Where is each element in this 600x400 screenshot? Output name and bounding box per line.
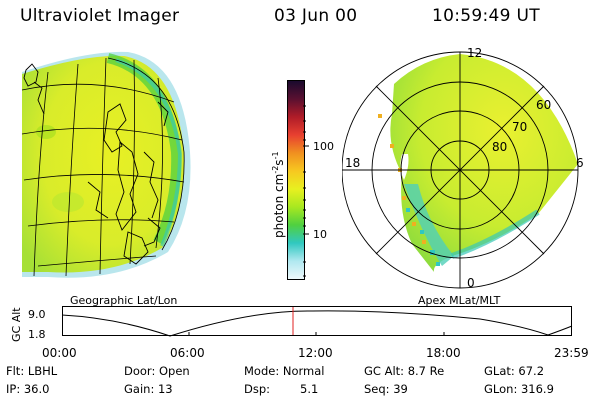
mlat-label-70: 70 [512, 120, 528, 134]
time-tick-1800: 18:00 [426, 346, 461, 360]
glat-info: GLat: 67.2 [484, 364, 545, 378]
mlt-label-0: 0 [467, 276, 475, 290]
instrument-title: Ultraviolet Imager [20, 6, 180, 26]
altitude-ylabel: GC Alt [10, 307, 23, 342]
colorbar-tick-10: 10 [313, 228, 327, 241]
mlt-label-12: 12 [467, 46, 483, 60]
mlat-label-80: 80 [492, 140, 508, 154]
glon-info: GLon: 316.9 [484, 382, 554, 396]
color-bar-ticks [303, 105, 309, 277]
time-tick-0600: 06:00 [170, 346, 205, 360]
dsp-label: Dsp: [244, 382, 271, 396]
mode-info: Mode: Normal [244, 364, 325, 378]
color-bar [287, 80, 305, 280]
apex-panel-title: Apex MLat/MLT [418, 294, 501, 307]
mlt-label-18: 18 [345, 156, 361, 170]
date-label: 03 Jun 00 [274, 6, 358, 26]
polar-image [342, 51, 579, 289]
time-tick-0000: 00:00 [42, 346, 77, 360]
door-info: Door: Open [124, 364, 190, 378]
time-tick-1200: 12:00 [298, 346, 333, 360]
geographic-panel-title: Geographic Lat/Lon [70, 294, 178, 307]
dsp-value: 5.1 [300, 382, 319, 396]
colorbar-unit-label: photon cm-2s-1 [271, 151, 286, 238]
time-tick-2359: 23:59 [554, 346, 589, 360]
ip-info: IP: 36.0 [6, 382, 50, 396]
gain-info: Gain: 13 [124, 382, 173, 396]
altitude-ytick-1-8: 1.8 [28, 328, 46, 341]
seq-info: Seq: 39 [364, 382, 408, 396]
time-label: 10:59:49 UT [432, 6, 540, 26]
altitude-plot [62, 306, 573, 337]
altitude-ytick-9: 9.0 [28, 308, 46, 321]
gc-alt-info: GC Alt: 8.7 Re [364, 364, 445, 378]
mlt-label-6: 6 [576, 156, 584, 170]
geographic-image [21, 51, 191, 278]
mlat-label-60: 60 [536, 98, 552, 112]
filter-info: Flt: LBHL [6, 364, 58, 378]
colorbar-tick-100: 100 [313, 140, 334, 153]
